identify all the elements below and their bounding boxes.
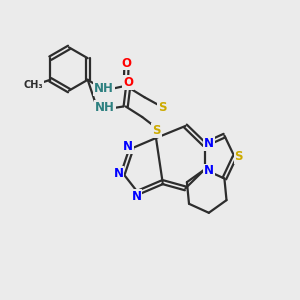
Text: N: N [113,167,124,180]
Text: N: N [131,190,142,203]
Text: CH₃: CH₃ [24,80,43,91]
Text: O: O [122,56,131,70]
Text: S: S [158,101,167,114]
Text: S: S [152,124,161,137]
Text: N: N [204,136,214,150]
Text: O: O [123,76,133,89]
Text: NH: NH [94,82,114,95]
Text: NH: NH [95,100,115,114]
Text: S: S [235,150,243,164]
Text: N: N [204,164,214,178]
Text: N: N [123,140,133,154]
